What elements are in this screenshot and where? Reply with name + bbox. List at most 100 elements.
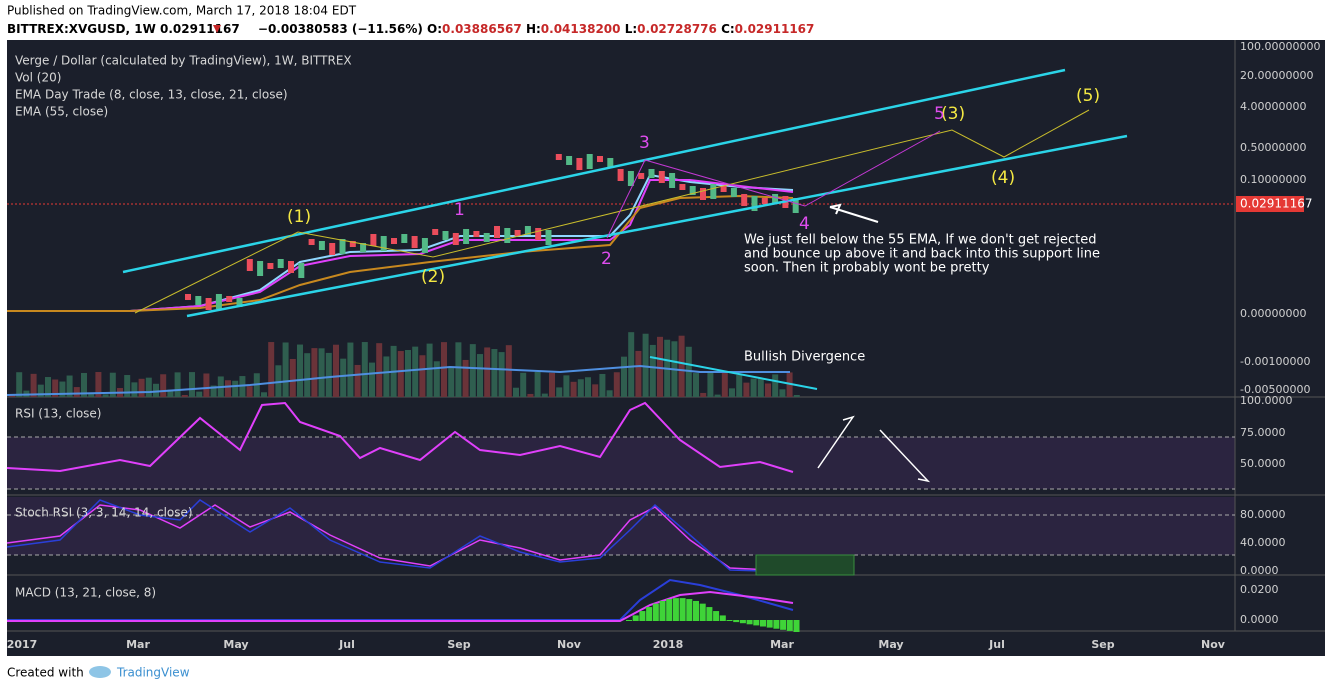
candle <box>741 194 748 206</box>
candle <box>772 194 779 203</box>
volume-bar <box>541 393 548 397</box>
volume-bar <box>131 382 138 397</box>
brand-logo <box>89 666 111 678</box>
macd-hist <box>693 600 699 621</box>
volume-bar <box>621 356 627 397</box>
ema-55 <box>7 194 794 312</box>
wave-path <box>134 109 1090 314</box>
candle <box>298 263 305 278</box>
candle <box>617 169 624 181</box>
candle <box>566 156 573 165</box>
volume-bar <box>333 344 339 397</box>
candle <box>669 173 676 188</box>
volume-bar <box>765 383 771 397</box>
last-price-badge <box>1236 196 1304 212</box>
volume-bar <box>318 348 325 397</box>
candle <box>761 198 768 204</box>
candle <box>555 154 562 160</box>
volume-bar <box>246 386 253 397</box>
volume-bar <box>441 342 447 397</box>
volume-bar <box>743 382 750 397</box>
candle <box>545 230 552 245</box>
volume-bar <box>181 395 188 397</box>
volume-bar <box>145 377 152 397</box>
macd-hist <box>746 620 753 625</box>
wave-label: (4) <box>991 168 1015 188</box>
macd-hist <box>666 599 673 621</box>
candle <box>452 233 459 245</box>
published: Published on TradingView.com, March 17, … <box>7 4 357 18</box>
volume-bar <box>282 342 289 397</box>
volume-bar <box>757 377 764 397</box>
volume-bar <box>412 346 419 397</box>
volume-bar <box>138 378 145 397</box>
x-axis-label: Mar <box>770 638 794 651</box>
volume-bar <box>793 395 800 397</box>
macd-signal <box>7 590 794 622</box>
candle <box>257 261 264 276</box>
candle <box>576 158 583 170</box>
candle <box>627 171 634 186</box>
legend: MACD (13, 21, close, 8) <box>15 586 156 600</box>
volume-bar <box>736 374 743 397</box>
rsi-axis-label: 75.0000 <box>1240 426 1286 439</box>
x-axis-label: Sep <box>447 638 470 651</box>
volume-bar <box>210 385 217 397</box>
candle <box>246 259 253 271</box>
volume-bar <box>59 381 66 397</box>
volume-bar <box>124 375 131 397</box>
volume-bar <box>347 342 354 397</box>
candle <box>504 228 511 243</box>
volume-bar <box>520 372 527 397</box>
candle <box>648 169 655 178</box>
ticker-line: BITTREX:XVGUSD, 1W 0.02911167 −0.0038058… <box>7 22 814 36</box>
volume-ma <box>6 364 790 396</box>
stoch-box <box>755 554 855 576</box>
candle <box>442 231 449 240</box>
volume-bar <box>196 391 203 397</box>
volume-bar <box>707 372 714 397</box>
macd-hist <box>786 620 793 631</box>
volume-bar <box>275 365 282 397</box>
divergence-note: Bullish Divergence <box>744 350 865 365</box>
volume-bar <box>513 387 519 397</box>
symbol: BITTREX:XVGUSD, 1W <box>7 22 156 36</box>
volume-bar <box>369 362 375 397</box>
volume-bar <box>419 355 426 397</box>
x-axis-label: Jul <box>338 638 355 651</box>
o-label: O: <box>427 22 442 36</box>
volume-bar <box>649 344 656 397</box>
volume-bar <box>599 373 606 397</box>
volume-bar <box>289 358 296 397</box>
legend: EMA (55, close) <box>15 105 108 119</box>
candle <box>514 230 521 236</box>
volume-bar <box>527 393 534 397</box>
candle <box>318 241 325 250</box>
candle <box>401 234 408 243</box>
volume-bar <box>174 372 181 397</box>
volume-bar <box>549 372 555 397</box>
stoch-axis-label: 0.0000 <box>1240 564 1279 577</box>
macd-hist <box>632 615 639 621</box>
wave-label: (2) <box>421 267 445 287</box>
candle <box>463 229 470 244</box>
candle <box>360 243 367 252</box>
legend: EMA Day Trade (8, close, 13, close, 21, … <box>15 88 288 102</box>
volume-bar <box>772 374 779 397</box>
rsi-axis-label: 100.0000 <box>1240 394 1293 407</box>
divergence-line <box>649 356 818 390</box>
count-label: 4 <box>799 214 810 234</box>
candle <box>730 188 737 197</box>
macd-hist <box>780 620 787 630</box>
candle <box>277 259 284 268</box>
candle <box>710 184 717 199</box>
volume-bar <box>750 378 757 397</box>
price-axis-label: 0.10000000 <box>1240 173 1306 186</box>
candle <box>597 156 603 162</box>
volume-bar <box>311 348 318 397</box>
candle <box>432 229 439 235</box>
count-path <box>606 130 941 239</box>
volume-bar <box>570 381 577 397</box>
legend: Stoch RSI (3, 3, 14, 14, close) <box>15 506 193 520</box>
volume-bar <box>700 392 707 397</box>
